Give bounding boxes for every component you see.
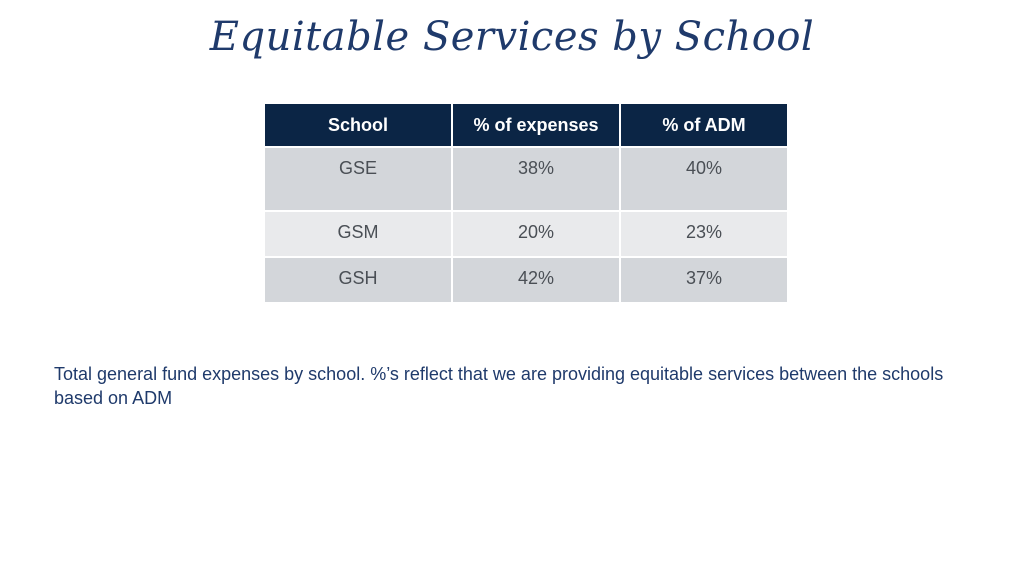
- page-title: Equitable Services by School: [209, 14, 815, 60]
- column-header-adm: % of ADM: [619, 102, 789, 148]
- caption-text: Total general fund expenses by school. %…: [54, 364, 944, 408]
- table-row: GSH 42% 37%: [263, 256, 789, 304]
- table-row: GSE 38% 40%: [263, 146, 789, 212]
- column-header-expenses: % of expenses: [451, 102, 621, 148]
- cell-school: GSM: [263, 210, 453, 258]
- cell-adm: 40%: [619, 146, 789, 212]
- cell-expenses: 20%: [451, 210, 621, 258]
- school-services-table: School % of expenses % of ADM GSE 38% 40…: [263, 102, 789, 304]
- column-header-school: School: [263, 102, 453, 148]
- cell-adm: 23%: [619, 210, 789, 258]
- cell-school: GSE: [263, 146, 453, 212]
- table-row: GSM 20% 23%: [263, 210, 789, 258]
- cell-school: GSH: [263, 256, 453, 304]
- cell-expenses: 38%: [451, 146, 621, 212]
- cell-expenses: 42%: [451, 256, 621, 304]
- table-header-row: School % of expenses % of ADM: [263, 102, 789, 148]
- cell-adm: 37%: [619, 256, 789, 304]
